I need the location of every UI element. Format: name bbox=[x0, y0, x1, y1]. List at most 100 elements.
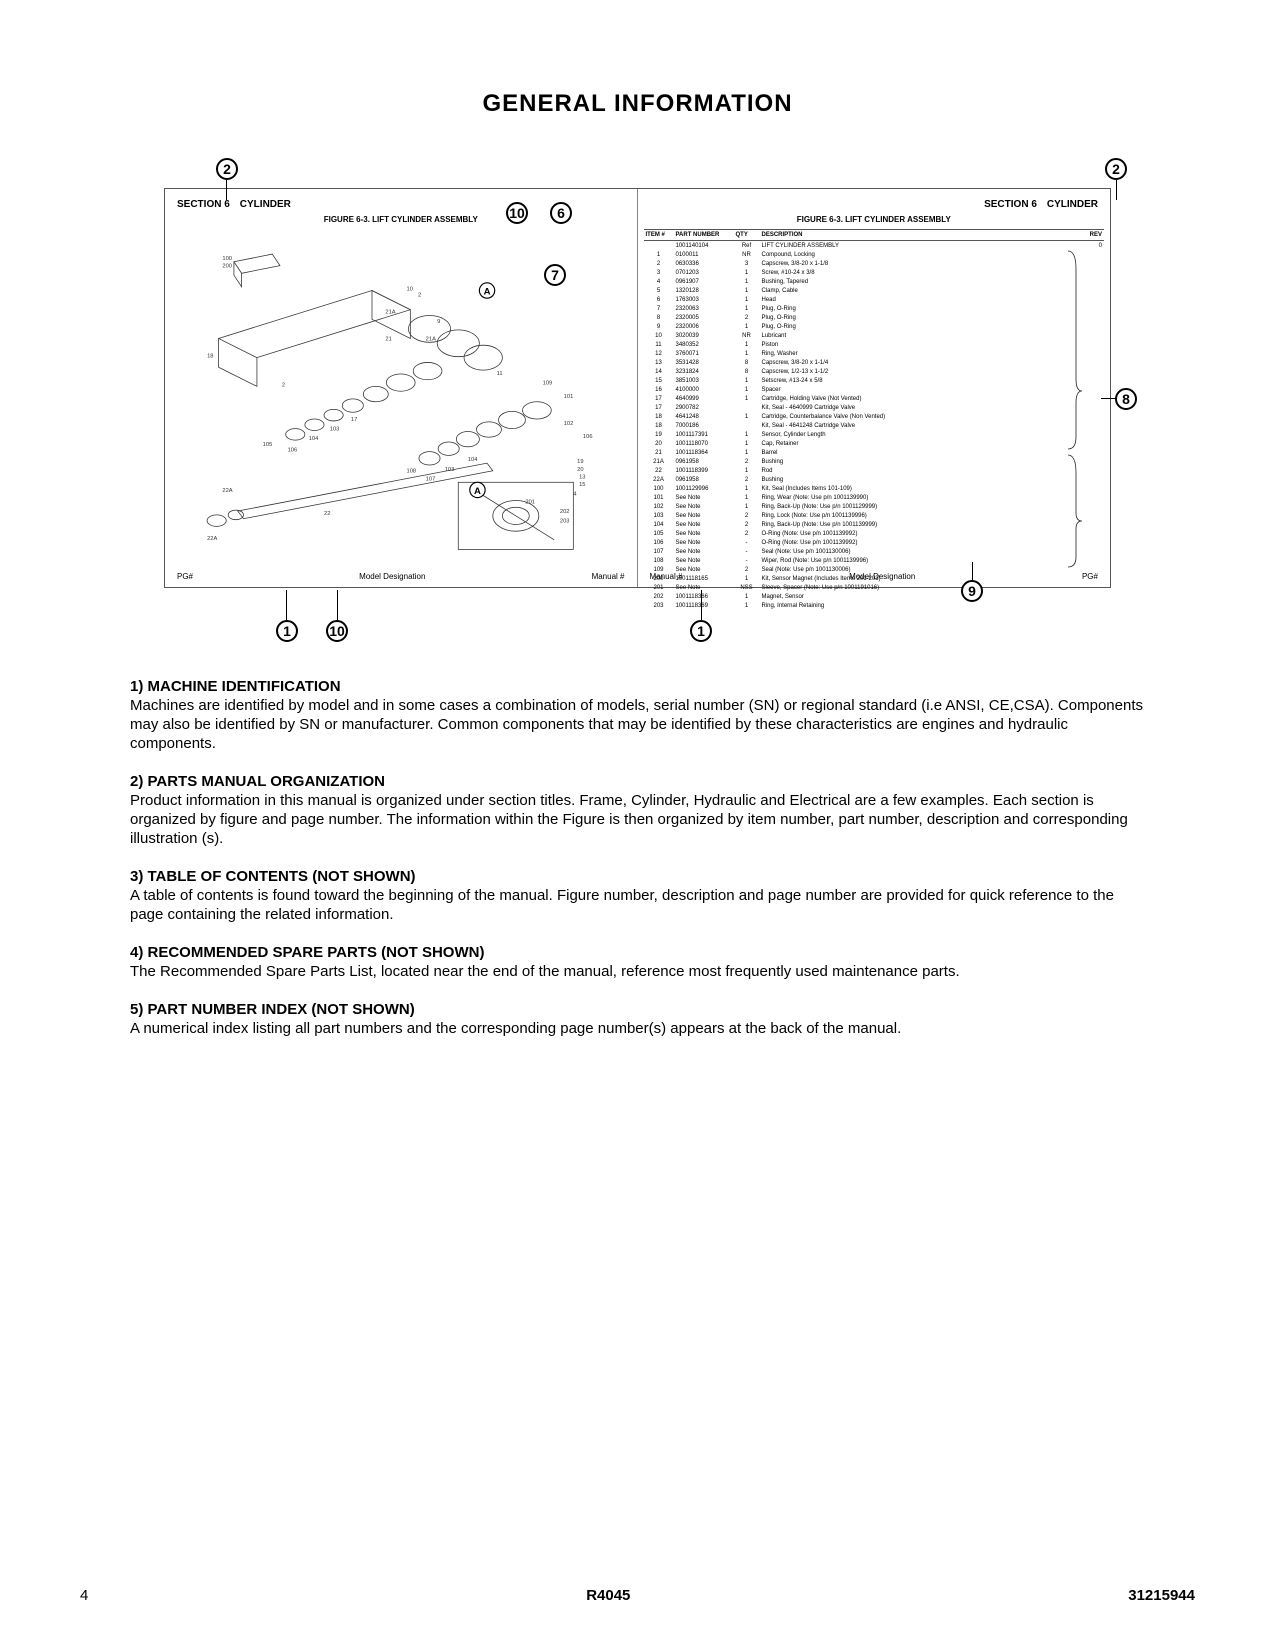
svg-text:A: A bbox=[484, 286, 491, 297]
footer-page: 4 bbox=[80, 1587, 88, 1604]
sec-4-h: 4) RECOMMENDED SPARE PARTS (NOT SHOWN) bbox=[130, 944, 484, 961]
callout-10-bot: 10 bbox=[326, 620, 348, 642]
table-row: 1910011173911Sensor, Cylinder Length bbox=[644, 430, 1105, 439]
table-row: 206303363Capscrew, 3/8-20 x 1-1/8 bbox=[644, 259, 1105, 268]
svg-text:104: 104 bbox=[309, 436, 319, 442]
table-row: 105See Note2O-Ring (Note: Use p/n 100113… bbox=[644, 529, 1105, 538]
table-row: 172900782Kit, Seal - 4640999 Cartridge V… bbox=[644, 403, 1105, 412]
svg-text:11: 11 bbox=[497, 371, 503, 377]
panel-foot-left: PG# Model Designation Manual # bbox=[165, 572, 637, 581]
svg-text:2: 2 bbox=[282, 382, 285, 388]
foot-pg: PG# bbox=[177, 572, 193, 581]
leader-8a bbox=[1101, 398, 1115, 399]
sec-3: 3) TABLE OF CONTENTS (NOT SHOWN) A table… bbox=[130, 868, 1145, 924]
leader-1l bbox=[286, 590, 287, 620]
table-row: 617630031Head bbox=[644, 295, 1105, 304]
svg-text:106: 106 bbox=[583, 434, 593, 440]
table-row: 1237600711Ring, Washer bbox=[644, 349, 1105, 358]
svg-text:101: 101 bbox=[564, 394, 574, 400]
table-row: 723200631Plug, O-Ring bbox=[644, 304, 1105, 313]
table-row: 1432318248Capscrew, 1/2-13 x 1-1/2 bbox=[644, 367, 1105, 376]
table-row: 201See NoteNSSSleeve, Spacer (Note: Use … bbox=[644, 583, 1105, 592]
sec-1-p: Machines are identified by model and in … bbox=[130, 697, 1143, 752]
figure-title-right: FIGURE 6-3. LIFT CYLINDER ASSEMBLY bbox=[638, 215, 1111, 224]
svg-text:103: 103 bbox=[445, 467, 455, 473]
svg-text:106: 106 bbox=[288, 448, 298, 454]
callout-10-top: 10 bbox=[506, 202, 528, 224]
text-sections: 1) MACHINE IDENTIFICATION Machines are i… bbox=[130, 678, 1145, 1038]
page-title: GENERAL INFORMATION bbox=[130, 90, 1145, 118]
callout-6: 6 bbox=[550, 202, 572, 224]
table-row: 409619071Bushing, Tapered bbox=[644, 277, 1105, 286]
table-row: 307012031Screw, #10-24 x 3/8 bbox=[644, 268, 1105, 277]
sec-4: 4) RECOMMENDED SPARE PARTS (NOT SHOWN) T… bbox=[130, 944, 1145, 981]
foot-manual-r: Manual # bbox=[650, 572, 683, 581]
svg-text:201: 201 bbox=[525, 499, 535, 505]
svg-text:100: 100 bbox=[222, 256, 232, 262]
sec-3-h: 3) TABLE OF CONTENTS (NOT SHOWN) bbox=[130, 868, 416, 885]
sec-5-h: 5) PART NUMBER INDEX (NOT SHOWN) bbox=[130, 1001, 415, 1018]
svg-text:22A: 22A bbox=[207, 536, 217, 542]
table-row: 1335314288Capscrew, 3/8-20 x 1-1/4 bbox=[644, 358, 1105, 367]
sec-3-p: A table of contents is found toward the … bbox=[130, 887, 1114, 923]
svg-text:104: 104 bbox=[468, 457, 478, 463]
sec-5-p: A numerical index listing all part numbe… bbox=[130, 1020, 901, 1037]
table-row: 21A09619582Bushing bbox=[644, 457, 1105, 466]
svg-text:202: 202 bbox=[560, 509, 570, 515]
svg-text:21: 21 bbox=[385, 336, 391, 342]
th-desc: DESCRIPTION bbox=[760, 230, 1081, 241]
table-row: 1746409991Cartridge, Holding Valve (Not … bbox=[644, 394, 1105, 403]
table-row: 102See Note1Ring, Back-Up (Note: Use p/n… bbox=[644, 502, 1105, 511]
sec-1: 1) MACHINE IDENTIFICATION Machines are i… bbox=[130, 678, 1145, 753]
foot-manual: Manual # bbox=[592, 572, 625, 581]
table-row: 22A09619582Bushing bbox=[644, 475, 1105, 484]
svg-text:10: 10 bbox=[407, 287, 413, 293]
table-row: 187000186Kit, Seal - 4641248 Cartridge V… bbox=[644, 421, 1105, 430]
sec-1-h: 1) MACHINE IDENTIFICATION bbox=[130, 678, 341, 695]
svg-text:19: 19 bbox=[577, 459, 583, 465]
page-footer: 4 R4045 31215944 bbox=[80, 1587, 1195, 1604]
table-row: 10010011299961Kit, Seal (Includes Items … bbox=[644, 484, 1105, 493]
svg-text:22A: 22A bbox=[222, 488, 232, 494]
sec-5: 5) PART NUMBER INDEX (NOT SHOWN) A numer… bbox=[130, 1001, 1145, 1038]
right-panel: SECTION 6 CYLINDER FIGURE 6-3. LIFT CYLI… bbox=[638, 189, 1111, 587]
section-label-left: SECTION 6 CYLINDER bbox=[177, 199, 291, 210]
footer-serial: 31215944 bbox=[1128, 1587, 1195, 1604]
table-row: 2110011183641Barrel bbox=[644, 448, 1105, 457]
th-qty: QTY bbox=[734, 230, 760, 241]
foot-model: Model Designation bbox=[359, 572, 425, 581]
leader-10b bbox=[337, 590, 338, 620]
th-pn: PART NUMBER bbox=[674, 230, 734, 241]
table-row: 513201281Clamp, Cable bbox=[644, 286, 1105, 295]
svg-text:109: 109 bbox=[543, 380, 553, 386]
callout-1-left: 1 bbox=[276, 620, 298, 642]
svg-text:20: 20 bbox=[577, 467, 583, 473]
svg-text:17: 17 bbox=[351, 417, 357, 423]
svg-text:15: 15 bbox=[579, 482, 585, 488]
callout-8: 8 bbox=[1115, 388, 1137, 410]
leader-2l bbox=[226, 180, 227, 200]
svg-text:A: A bbox=[474, 486, 481, 497]
leader-2r bbox=[1116, 180, 1117, 200]
svg-text:4: 4 bbox=[573, 492, 577, 498]
table-row: 104See Note2Ring, Back-Up (Note: Use p/n… bbox=[644, 520, 1105, 529]
footer-model: R4045 bbox=[586, 1587, 630, 1604]
table-row: 823200052Plug, O-Ring bbox=[644, 313, 1105, 322]
th-rev: REV bbox=[1080, 230, 1104, 241]
sec-2: 2) PARTS MANUAL ORGANIZATION Product inf… bbox=[130, 773, 1145, 848]
diagram-area: 2 2 10 6 7 8 9 1 10 1 SECTION 6 CYLINDER… bbox=[130, 158, 1145, 618]
table-row: 101See Note1Ring, Wear (Note: Use p/n 10… bbox=[644, 493, 1105, 502]
table-row: 108See Note-Wiper, Rod (Note: Use p/n 10… bbox=[644, 556, 1105, 565]
callout-1-right: 1 bbox=[690, 620, 712, 642]
table-row: 1538510031Setscrew, #13-24 x 5/8 bbox=[644, 376, 1105, 385]
foot-model-r: Model Designation bbox=[849, 572, 915, 581]
svg-text:102: 102 bbox=[564, 421, 574, 427]
table-row: 923200061Plug, O-Ring bbox=[644, 322, 1105, 331]
sec-2-h: 2) PARTS MANUAL ORGANIZATION bbox=[130, 773, 385, 790]
parts-table: ITEM # PART NUMBER QTY DESCRIPTION REV 1… bbox=[644, 229, 1105, 559]
svg-text:21A: 21A bbox=[426, 336, 436, 342]
section-label-right: SECTION 6 CYLINDER bbox=[984, 199, 1098, 210]
leader-9 bbox=[972, 562, 973, 580]
callout-2-right: 2 bbox=[1105, 158, 1127, 180]
svg-text:108: 108 bbox=[407, 469, 417, 475]
